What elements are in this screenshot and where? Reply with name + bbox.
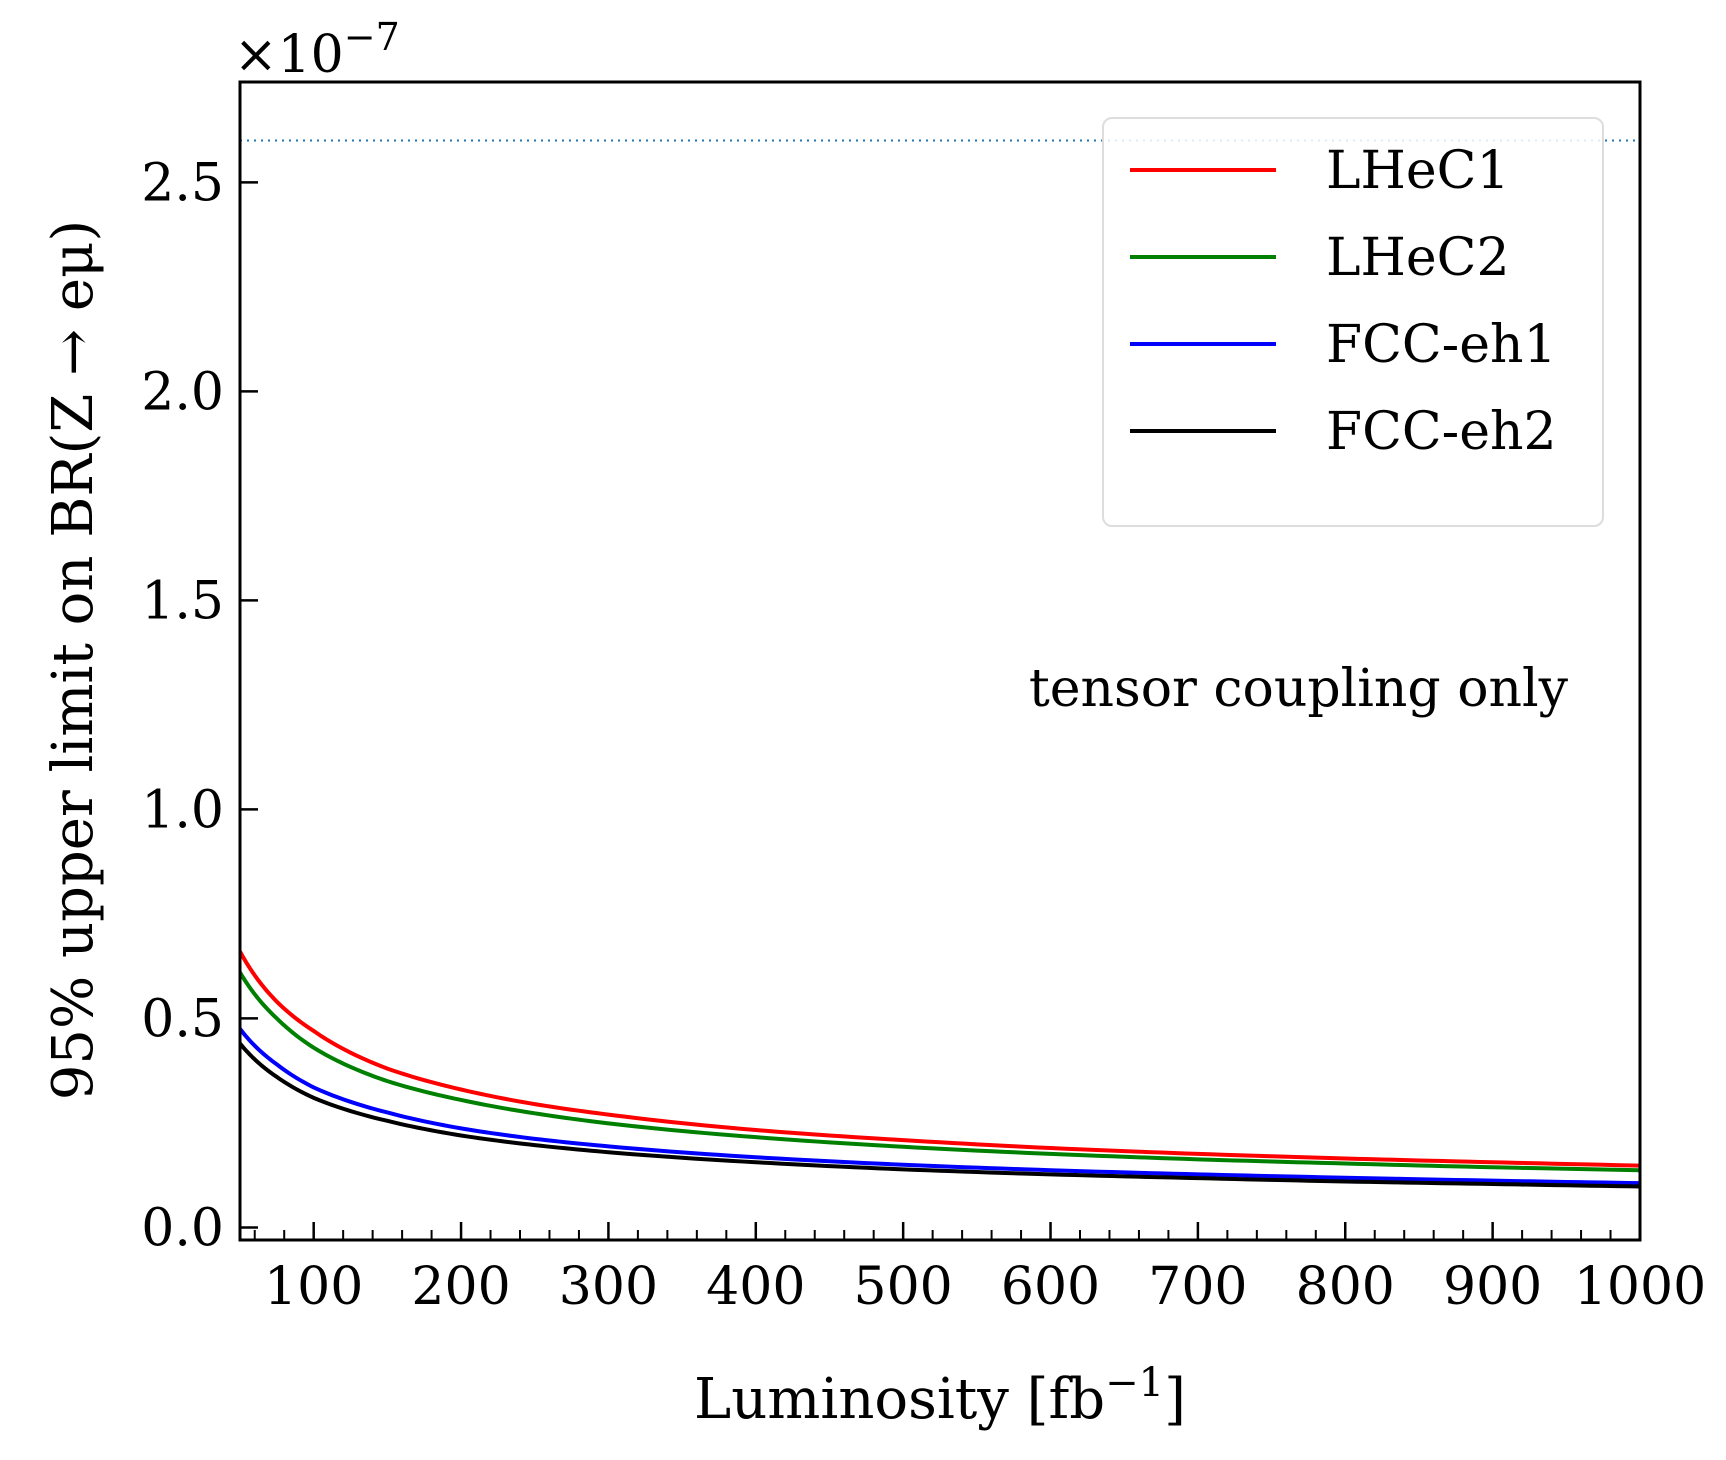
- x-tick-label: 900: [1443, 1257, 1542, 1317]
- x-tick-label: 600: [1001, 1257, 1100, 1317]
- legend-label-lhec1: LHeC1: [1326, 141, 1510, 201]
- y-tick-label: 2.0: [141, 362, 224, 422]
- legend-label-fcc-eh2: FCC-eh2: [1326, 402, 1557, 462]
- series-line-fcc-eh1: [238, 1027, 1641, 1186]
- legend-items: LHeC1 LHeC2 FCC-eh1 FCC-eh2: [1130, 141, 1557, 462]
- x-axis-title-suffix: ]: [1164, 1367, 1186, 1432]
- plot-frame: [238, 80, 1642, 1242]
- x-tick-labels: 100 200 300 400 500 600 700 800 900 1000: [264, 1257, 1706, 1317]
- axis-ticks: [240, 181, 1642, 1240]
- x-axis-title-sup: −1: [1105, 1360, 1164, 1406]
- x-tick-label: 500: [854, 1257, 953, 1317]
- x-tick-label: 400: [706, 1257, 805, 1317]
- y-axis-title: 95% upper limit on BR(Z → eμ): [41, 220, 106, 1100]
- x-tick-label: 300: [559, 1257, 658, 1317]
- legend: LHeC1 LHeC2 FCC-eh1 FCC-eh2: [1102, 117, 1604, 527]
- annotation-text: tensor coupling only: [1029, 659, 1569, 719]
- series-line-lhec2: [238, 971, 1641, 1173]
- x-axis-title-text: Luminosity [fb: [694, 1367, 1105, 1432]
- x-tick-label: 1000: [1574, 1257, 1706, 1317]
- series-lines: [238, 950, 1641, 1189]
- y-scale-base: ×10: [234, 25, 344, 85]
- legend-label-fcc-eh1: FCC-eh1: [1326, 315, 1557, 375]
- y-tick-labels: 0.0 0.5 1.0 1.5 2.0 2.5: [141, 153, 224, 1258]
- y-tick-label: 1.5: [141, 571, 224, 631]
- legend-box: [1102, 117, 1604, 527]
- y-tick-label: 1.0: [141, 780, 224, 840]
- x-tick-label: 100: [264, 1257, 363, 1317]
- series-line-fcc-eh2: [238, 1042, 1641, 1189]
- x-tick-label: 800: [1296, 1257, 1395, 1317]
- x-tick-label: 200: [411, 1257, 510, 1317]
- y-tick-label: 0.5: [141, 989, 224, 1049]
- y-scale-exponent: −7: [344, 15, 400, 59]
- series-line-lhec1: [238, 950, 1641, 1168]
- y-scale-label: ×10−7: [234, 15, 400, 85]
- legend-label-lhec2: LHeC2: [1326, 228, 1510, 288]
- y-tick-label: 0.0: [141, 1198, 224, 1258]
- y-tick-label: 2.5: [141, 153, 224, 213]
- x-tick-label: 700: [1148, 1257, 1247, 1317]
- x-axis-title: Luminosity [fb−1]: [694, 1360, 1186, 1432]
